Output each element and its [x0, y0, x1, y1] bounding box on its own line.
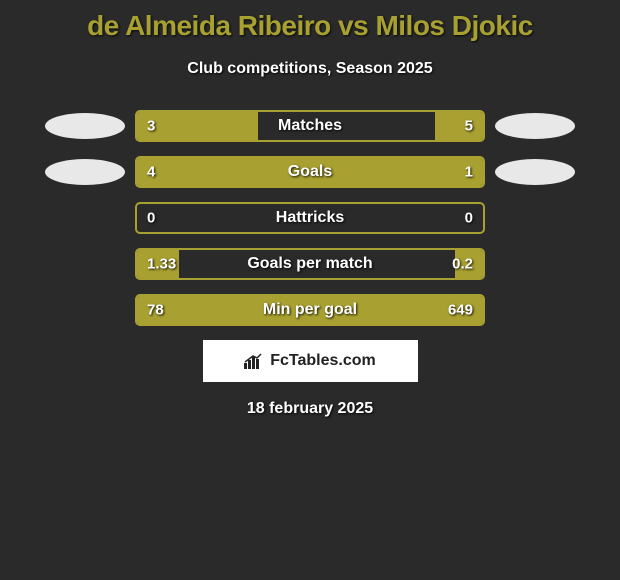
stat-label: Goals	[288, 163, 332, 181]
stat-value-right: 0.2	[452, 256, 473, 273]
avatar-placeholder-icon	[495, 159, 575, 185]
date-label: 18 february 2025	[0, 400, 620, 418]
stat-bar-track: 0 0 Hattricks	[135, 202, 485, 234]
stat-bar-track: 1.33 0.2 Goals per match	[135, 248, 485, 280]
stat-label: Goals per match	[247, 255, 372, 273]
stat-rows: 3 5 Matches 4 1 Goals 0 0 Hattricks 1.33 0.2 Goals …	[0, 110, 620, 326]
stat-value-left: 1.33	[147, 256, 176, 273]
subtitle: Club competitions, Season 2025	[0, 60, 620, 78]
stat-value-left: 0	[147, 210, 155, 227]
stat-bar-track: 4 1 Goals	[135, 156, 485, 188]
stat-row: 3 5 Matches	[0, 110, 620, 142]
stat-label: Matches	[278, 117, 342, 135]
player-right-avatar	[485, 159, 585, 185]
player-right-avatar	[485, 113, 585, 139]
stat-bar-track: 3 5 Matches	[135, 110, 485, 142]
stat-value-left: 3	[147, 118, 155, 135]
stat-row: 4 1 Goals	[0, 156, 620, 188]
page-title: de Almeida Ribeiro vs Milos Djokic	[0, 10, 620, 42]
stat-value-left: 4	[147, 164, 155, 181]
stat-row: 78 649 Min per goal	[0, 294, 620, 326]
avatar-placeholder-icon	[45, 113, 125, 139]
avatar-placeholder-icon	[495, 113, 575, 139]
stat-bar-left	[137, 158, 397, 186]
chart-icon	[244, 353, 264, 369]
stat-label: Hattricks	[276, 209, 344, 227]
avatar-placeholder-icon	[45, 159, 125, 185]
stat-value-right: 5	[465, 118, 473, 135]
comparison-card: de Almeida Ribeiro vs Milos Djokic Club …	[0, 0, 620, 418]
stat-value-right: 1	[465, 164, 473, 181]
stat-bar-right	[435, 112, 483, 140]
stat-row: 0 0 Hattricks	[0, 202, 620, 234]
brand-text: FcTables.com	[270, 352, 376, 370]
player-left-avatar	[35, 113, 135, 139]
stat-value-right: 649	[448, 302, 473, 319]
stat-label: Min per goal	[263, 301, 357, 319]
stat-value-right: 0	[465, 210, 473, 227]
stat-value-left: 78	[147, 302, 164, 319]
player-left-avatar	[35, 159, 135, 185]
stat-bar-track: 78 649 Min per goal	[135, 294, 485, 326]
stat-row: 1.33 0.2 Goals per match	[0, 248, 620, 280]
brand-badge[interactable]: FcTables.com	[203, 340, 418, 382]
